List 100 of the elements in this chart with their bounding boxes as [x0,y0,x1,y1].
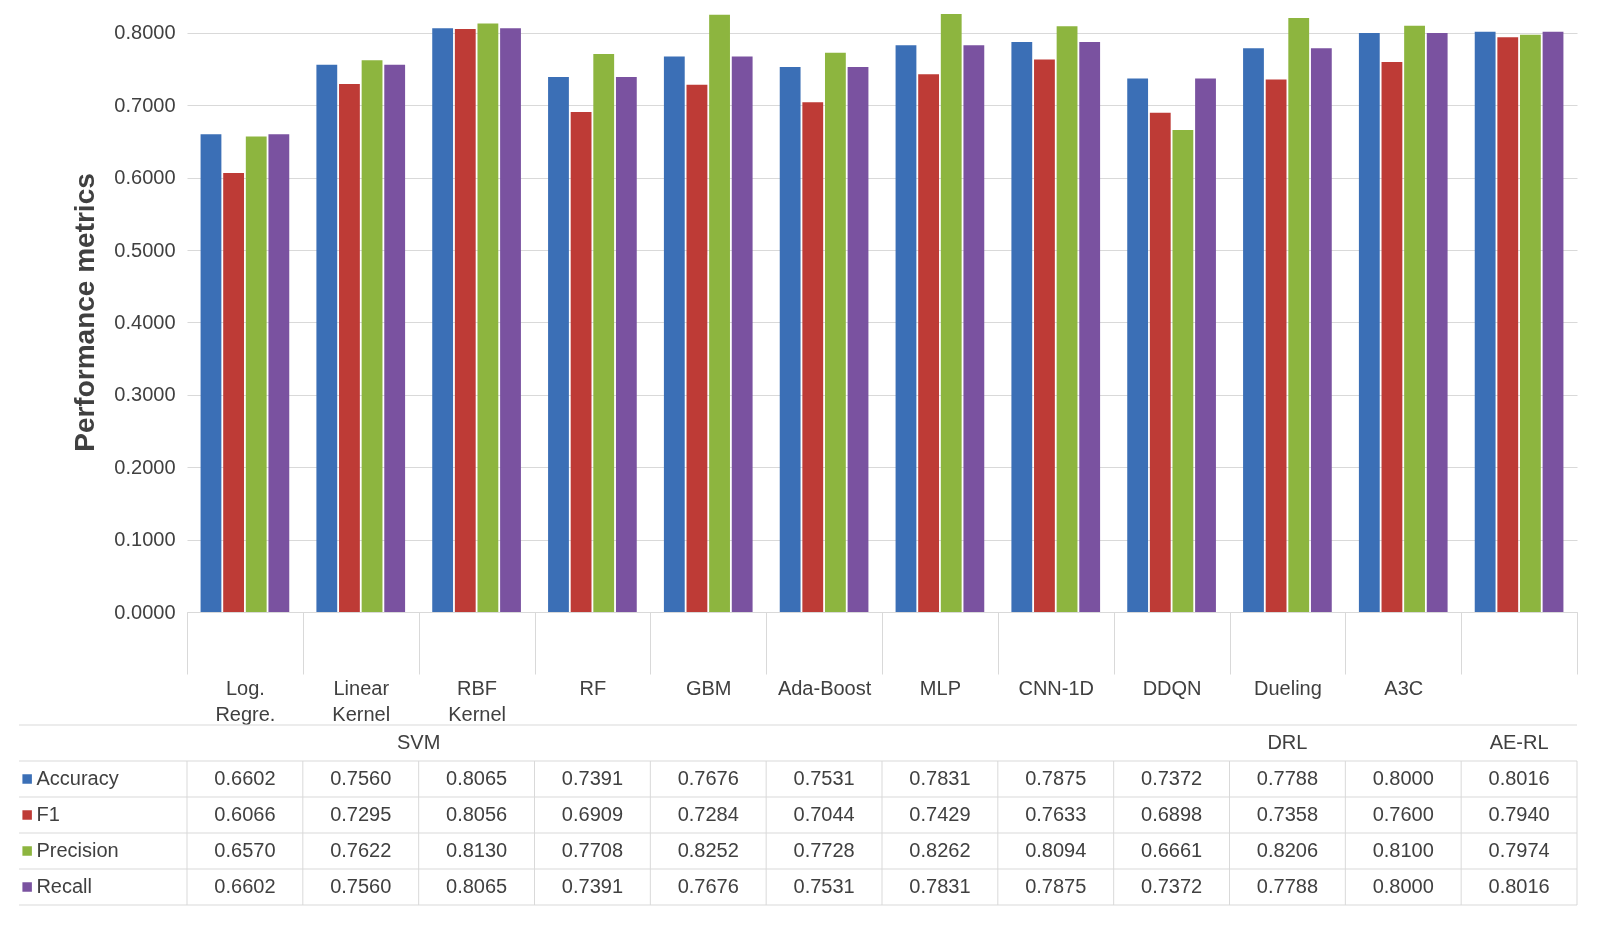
data-label: 0.7875 [1025,767,1087,789]
data-label: 0.6898 [1141,803,1203,825]
text: DRL [1267,731,1308,753]
bar [570,111,592,612]
x-tick-label: RBF Kernel [448,676,506,725]
bar [824,52,846,612]
data-label: 0.7875 [1025,875,1087,897]
bar [339,84,360,612]
bar [1381,61,1403,612]
bar [1542,31,1564,612]
y-tick-label: 0.8000 [114,21,176,44]
bar [1310,48,1332,612]
bar [802,102,824,612]
bar [779,66,801,612]
bar [361,60,383,612]
bar [223,172,245,612]
x-tick-label: MLP [919,676,961,699]
data-label: 0.7708 [561,839,623,861]
bar [918,74,940,612]
data-label: 0.8206 [1256,839,1318,861]
bar [1172,129,1194,612]
bar [731,56,753,612]
data-label: 0.7831 [909,875,971,897]
data-label: 0.7633 [1025,803,1087,825]
bar [454,28,476,612]
data-label: 0.8065 [446,875,508,897]
legend-label: Recall [36,875,92,897]
data-label: 0.8065 [446,767,508,789]
data-label: 0.7622 [330,839,392,861]
bar [1265,79,1287,612]
legend-label: Precision [36,839,119,861]
x-tick-label: Dueling [1254,676,1322,699]
data-label: 0.7358 [1256,803,1318,825]
x-tick-label: DDQN [1142,676,1202,699]
x-tick-label: A3C [1384,676,1424,699]
data-label: 0.7974 [1488,839,1550,861]
data-label: 0.6661 [1141,839,1203,861]
bar [1358,32,1380,612]
y-tick-label: 0.1000 [114,528,176,551]
y-axis-title: Performance metrics [69,173,101,452]
y-tick-label: 0.5000 [114,238,176,261]
bar [1497,37,1519,612]
data-label: 0.8056 [446,803,508,825]
y-tick-label: 0.0000 [114,600,176,623]
bar [1288,18,1310,612]
bar [1195,78,1216,612]
bar [432,28,454,612]
bar [1034,59,1055,612]
data-label: 0.7295 [330,803,392,825]
bar [709,14,730,612]
x-tick-label: GBM [685,676,732,699]
bar [245,136,267,612]
data-label: 0.7372 [1141,875,1203,897]
data-label: 0.8000 [1372,875,1434,897]
data-label: 0.7560 [330,875,392,897]
bar [847,66,869,612]
legend-label: F1 [36,803,60,825]
data-label: 0.7391 [561,875,623,897]
data-label: 0.7831 [909,767,971,789]
data-label: 0.8000 [1372,767,1434,789]
bar [477,23,499,612]
x-tick-label: RF [579,676,607,699]
bar [1079,42,1101,612]
bar [1474,31,1496,612]
data-label: 0.6570 [214,839,276,861]
bar [1426,32,1448,612]
y-tick-label: 0.3000 [114,383,176,406]
data-label: 0.7728 [793,839,855,861]
x-tick-label: Ada-Boost [777,676,872,699]
bar [895,45,917,612]
data-label: 0.7284 [677,803,739,825]
data-label: 0.7372 [1141,767,1203,789]
data-label: 0.7391 [561,767,623,789]
bar [1127,78,1149,612]
bar [1056,26,1078,612]
y-tick-label: 0.2000 [114,455,176,478]
data-label: 0.8016 [1488,875,1550,897]
bar [316,64,338,612]
bar [686,84,708,612]
bar [548,77,569,612]
y-tick-label: 0.7000 [114,93,176,116]
data-label: 0.8130 [446,839,508,861]
bar [963,45,985,612]
data-label: 0.6602 [214,875,276,897]
data-label: 0.7940 [1488,803,1550,825]
data-label: 0.6602 [214,767,276,789]
x-tick-label: Log. Regre. [215,676,276,725]
bar [1519,34,1541,612]
bar [200,134,222,612]
data-label: 0.8016 [1488,767,1550,789]
data-label: 0.7676 [677,767,739,789]
text: AE-RL [1489,731,1549,753]
data-label: 0.7560 [330,767,392,789]
data-label: 0.6909 [561,803,623,825]
x-tick-label: Linear Kernel [332,676,391,725]
y-tick-label: 0.6000 [114,166,176,189]
bar [615,77,637,612]
data-label: 0.7676 [677,875,739,897]
bar [940,14,962,612]
bar [663,56,685,612]
